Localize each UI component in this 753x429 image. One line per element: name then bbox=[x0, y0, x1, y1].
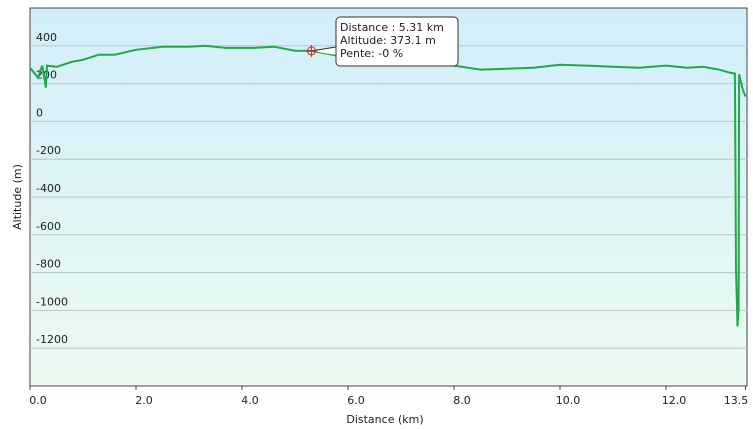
tooltip-line: Pente: -0 % bbox=[340, 47, 403, 60]
x-axis-label: Distance (km) bbox=[346, 413, 423, 426]
tooltip-line: Distance : 5.31 km bbox=[340, 21, 444, 34]
y-tick-label: -600 bbox=[36, 220, 61, 233]
tooltip-line: Altitude: 373.1 m bbox=[340, 34, 436, 47]
x-tick-label: 10.0 bbox=[556, 394, 581, 407]
y-tick-label: -400 bbox=[36, 182, 61, 195]
y-tick-label: -1200 bbox=[36, 333, 68, 346]
x-tick-label: 12.0 bbox=[662, 394, 687, 407]
y-tick-label: -800 bbox=[36, 258, 61, 271]
y-tick-label: 400 bbox=[36, 31, 57, 44]
y-tick-label: -200 bbox=[36, 144, 61, 157]
y-tick-label: 0 bbox=[36, 106, 43, 119]
x-tick-label: 8.0 bbox=[453, 394, 471, 407]
x-tick-label: 2.0 bbox=[135, 394, 153, 407]
x-tick-label: 6.0 bbox=[347, 394, 365, 407]
tooltip-box bbox=[335, 16, 459, 67]
x-tick-label: 4.0 bbox=[241, 394, 259, 407]
x-tick-label: 0.0 bbox=[29, 394, 47, 407]
x-tick-label: 13.5 bbox=[724, 394, 749, 407]
y-axis-label: Altitude (m) bbox=[11, 164, 24, 230]
y-tick-label: -1000 bbox=[36, 295, 68, 308]
